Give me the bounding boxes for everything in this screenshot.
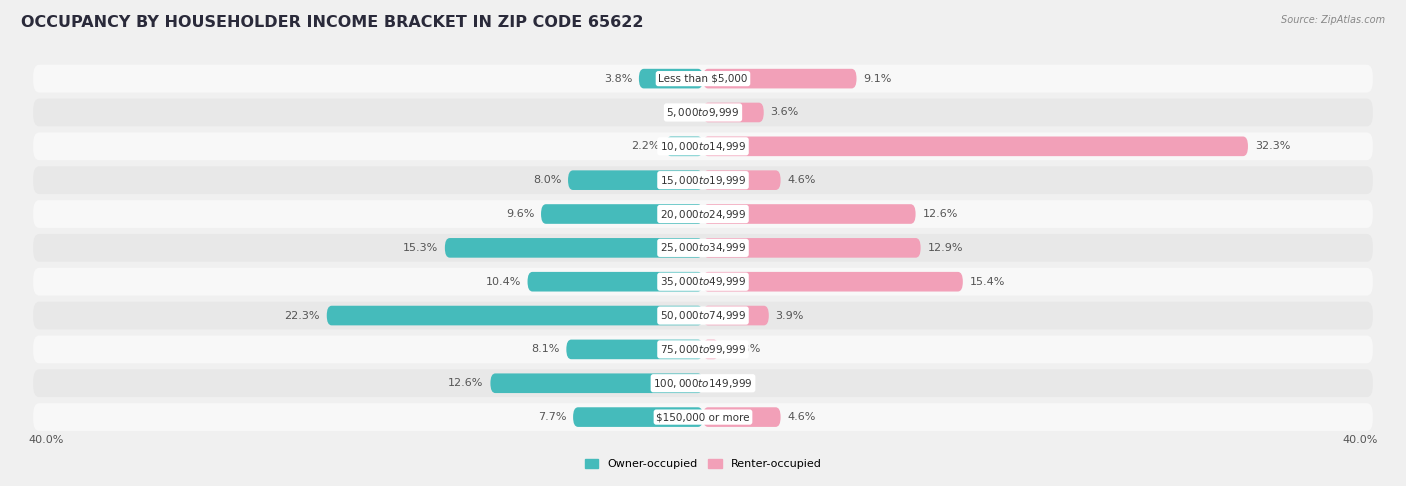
Text: 3.9%: 3.9% — [776, 311, 804, 321]
FancyBboxPatch shape — [326, 306, 703, 325]
Text: 12.9%: 12.9% — [928, 243, 963, 253]
FancyBboxPatch shape — [703, 272, 963, 292]
FancyBboxPatch shape — [568, 171, 703, 190]
FancyBboxPatch shape — [666, 137, 703, 156]
Text: $35,000 to $49,999: $35,000 to $49,999 — [659, 275, 747, 288]
FancyBboxPatch shape — [567, 340, 703, 359]
Text: 8.0%: 8.0% — [533, 175, 561, 185]
Text: Source: ZipAtlas.com: Source: ZipAtlas.com — [1281, 15, 1385, 25]
Text: $20,000 to $24,999: $20,000 to $24,999 — [659, 208, 747, 221]
FancyBboxPatch shape — [527, 272, 703, 292]
FancyBboxPatch shape — [34, 200, 1372, 228]
FancyBboxPatch shape — [703, 340, 718, 359]
Text: $10,000 to $14,999: $10,000 to $14,999 — [659, 140, 747, 153]
FancyBboxPatch shape — [703, 103, 763, 122]
FancyBboxPatch shape — [703, 171, 780, 190]
FancyBboxPatch shape — [34, 234, 1372, 262]
Text: 3.8%: 3.8% — [603, 73, 633, 84]
Text: 3.6%: 3.6% — [770, 107, 799, 118]
FancyBboxPatch shape — [703, 238, 921, 258]
FancyBboxPatch shape — [703, 306, 769, 325]
FancyBboxPatch shape — [703, 407, 780, 427]
Text: $5,000 to $9,999: $5,000 to $9,999 — [666, 106, 740, 119]
Text: 40.0%: 40.0% — [28, 434, 63, 445]
Text: 10.4%: 10.4% — [485, 277, 520, 287]
Text: $75,000 to $99,999: $75,000 to $99,999 — [659, 343, 747, 356]
Legend: Owner-occupied, Renter-occupied: Owner-occupied, Renter-occupied — [581, 454, 825, 473]
Text: OCCUPANCY BY HOUSEHOLDER INCOME BRACKET IN ZIP CODE 65622: OCCUPANCY BY HOUSEHOLDER INCOME BRACKET … — [21, 15, 644, 30]
Text: $100,000 to $149,999: $100,000 to $149,999 — [654, 377, 752, 390]
Text: 40.0%: 40.0% — [1343, 434, 1378, 445]
Text: 4.6%: 4.6% — [787, 175, 815, 185]
FancyBboxPatch shape — [34, 65, 1372, 92]
Text: 2.2%: 2.2% — [631, 141, 659, 151]
FancyBboxPatch shape — [34, 166, 1372, 194]
FancyBboxPatch shape — [703, 204, 915, 224]
Text: 4.6%: 4.6% — [787, 412, 815, 422]
Text: $150,000 or more: $150,000 or more — [657, 412, 749, 422]
FancyBboxPatch shape — [703, 69, 856, 88]
Text: $25,000 to $34,999: $25,000 to $34,999 — [659, 242, 747, 254]
FancyBboxPatch shape — [541, 204, 703, 224]
FancyBboxPatch shape — [34, 369, 1372, 397]
Text: 9.6%: 9.6% — [506, 209, 534, 219]
FancyBboxPatch shape — [444, 238, 703, 258]
FancyBboxPatch shape — [34, 99, 1372, 126]
Text: 9.1%: 9.1% — [863, 73, 891, 84]
Text: 7.7%: 7.7% — [538, 412, 567, 422]
Text: 15.3%: 15.3% — [404, 243, 439, 253]
Text: 32.3%: 32.3% — [1254, 141, 1291, 151]
Text: 15.4%: 15.4% — [970, 277, 1005, 287]
FancyBboxPatch shape — [491, 373, 703, 393]
FancyBboxPatch shape — [34, 133, 1372, 160]
Text: 0.93%: 0.93% — [725, 345, 761, 354]
Text: 12.6%: 12.6% — [922, 209, 957, 219]
Text: 8.1%: 8.1% — [531, 345, 560, 354]
Text: Less than $5,000: Less than $5,000 — [658, 73, 748, 84]
FancyBboxPatch shape — [638, 69, 703, 88]
FancyBboxPatch shape — [703, 137, 1249, 156]
FancyBboxPatch shape — [574, 407, 703, 427]
Text: $15,000 to $19,999: $15,000 to $19,999 — [659, 174, 747, 187]
FancyBboxPatch shape — [34, 335, 1372, 363]
Text: 12.6%: 12.6% — [449, 378, 484, 388]
FancyBboxPatch shape — [34, 268, 1372, 295]
Text: $50,000 to $74,999: $50,000 to $74,999 — [659, 309, 747, 322]
Text: 22.3%: 22.3% — [284, 311, 321, 321]
FancyBboxPatch shape — [34, 302, 1372, 330]
FancyBboxPatch shape — [34, 403, 1372, 431]
